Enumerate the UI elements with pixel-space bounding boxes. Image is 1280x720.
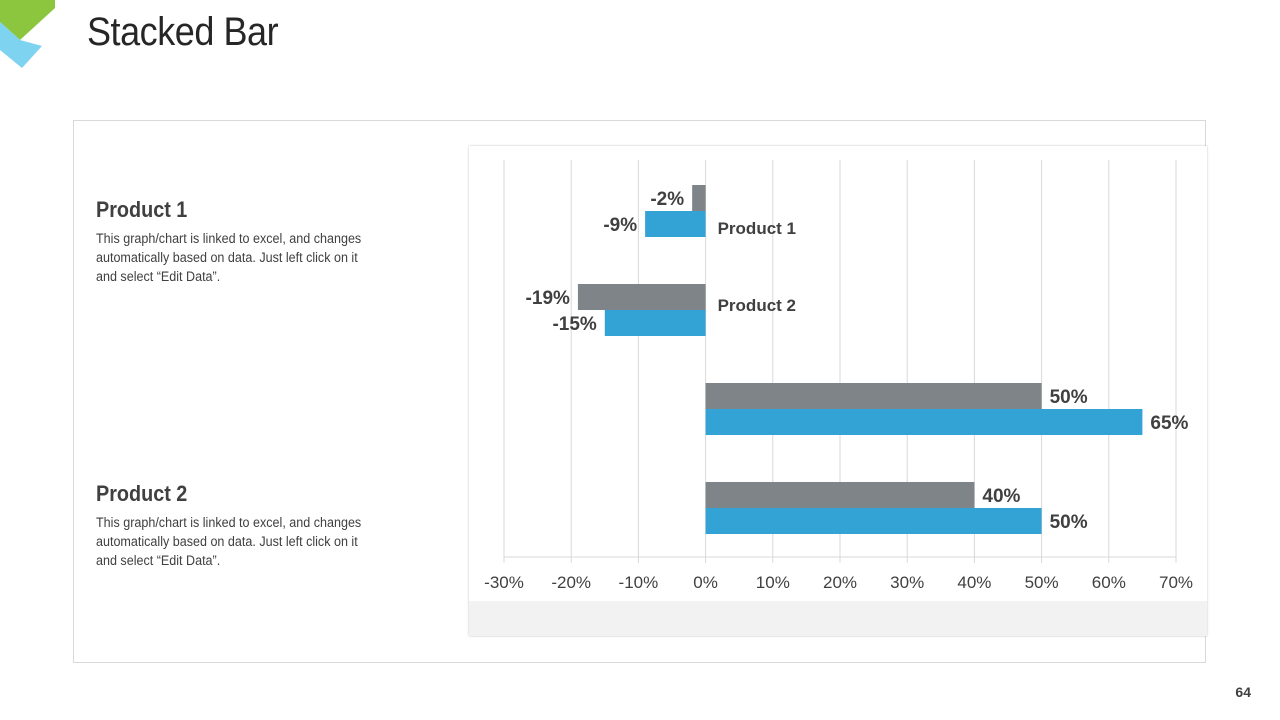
x-tick-label: 10% xyxy=(756,573,790,592)
bar xyxy=(705,409,1143,435)
chart-footer-band xyxy=(469,601,1207,636)
product-2-block: Product 2 This graph/chart is linked to … xyxy=(96,481,386,570)
x-tick-label: 40% xyxy=(957,573,991,592)
x-tick-label: 30% xyxy=(890,573,924,592)
slide-title: Stacked Bar xyxy=(87,10,279,54)
data-label: 65% xyxy=(1150,413,1188,434)
bar xyxy=(705,383,1042,409)
data-label: -15% xyxy=(552,314,596,335)
series-label: Product 1 xyxy=(718,219,796,238)
x-tick-label: -20% xyxy=(551,573,591,592)
x-tick-label: 0% xyxy=(693,573,718,592)
bar xyxy=(692,185,706,211)
product-1-heading: Product 1 xyxy=(96,197,188,222)
x-tick-label: 50% xyxy=(1025,573,1059,592)
product-2-heading: Product 2 xyxy=(96,481,188,506)
bar xyxy=(645,211,706,237)
bar xyxy=(705,482,975,508)
x-tick-label: 70% xyxy=(1159,573,1193,592)
product-2-description: This graph/chart is linked to excel, and… xyxy=(96,515,362,568)
data-label: 40% xyxy=(982,486,1020,507)
brand-logo-icon xyxy=(0,0,55,68)
data-label: -2% xyxy=(650,189,684,210)
x-tick-label: -30% xyxy=(484,573,524,592)
page-number: 64 xyxy=(1235,684,1251,700)
product-1-description: This graph/chart is linked to excel, and… xyxy=(96,231,362,284)
x-tick-label: 60% xyxy=(1092,573,1126,592)
data-label: 50% xyxy=(1050,512,1088,533)
x-tick-label: 20% xyxy=(823,573,857,592)
data-label: 50% xyxy=(1050,387,1088,408)
series-label: Product 2 xyxy=(718,296,796,315)
bar xyxy=(705,508,1042,534)
data-label: -9% xyxy=(603,215,637,236)
data-label: -19% xyxy=(526,288,570,309)
bar xyxy=(577,284,706,310)
x-tick-label: -10% xyxy=(619,573,659,592)
bar xyxy=(604,310,706,336)
product-1-block: Product 1 This graph/chart is linked to … xyxy=(96,197,386,286)
